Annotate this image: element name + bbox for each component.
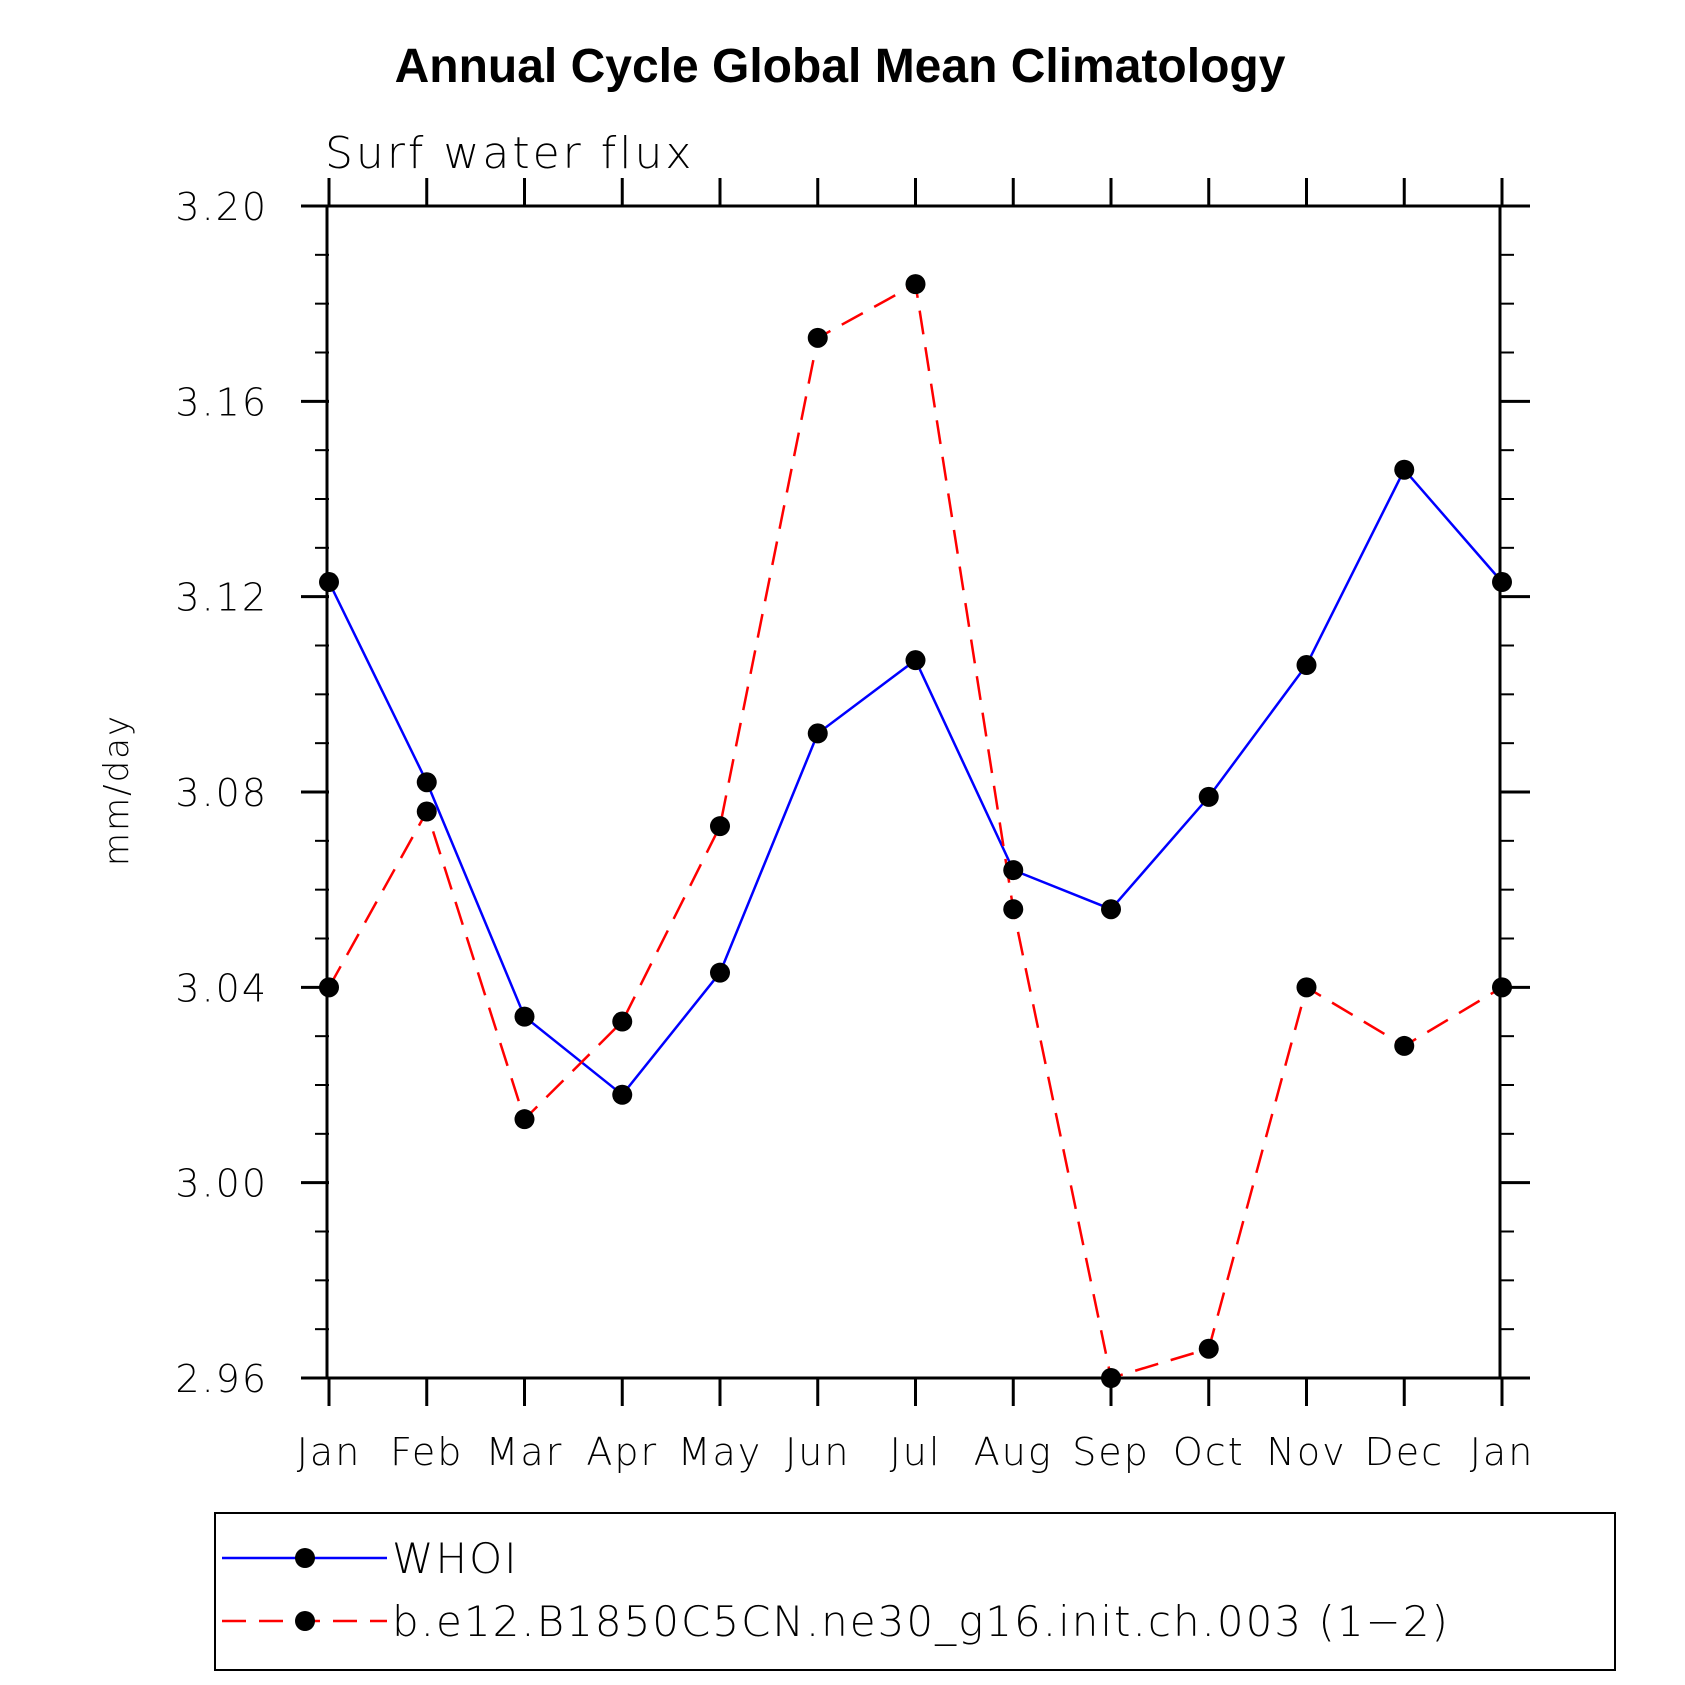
y-tick-label: 3.20 xyxy=(175,185,268,229)
x-tick-label: Oct xyxy=(1173,1430,1245,1474)
legend-entries: WHOI b.e12.B1850C5CN.ne30_g16.init.ch.003… xyxy=(222,1534,1450,1646)
data-point xyxy=(807,723,828,744)
data-point xyxy=(905,274,926,295)
data-point xyxy=(514,1006,535,1027)
legend-marker xyxy=(295,1548,315,1568)
x-tick-label: Jul xyxy=(890,1430,942,1474)
x-tick-label: May xyxy=(678,1430,763,1474)
chart-title: Annual Cycle Global Mean Climatology xyxy=(395,40,1286,93)
series-points xyxy=(319,274,1512,1388)
data-point xyxy=(1198,1338,1219,1359)
data-point xyxy=(1394,1035,1415,1056)
y-axis-label: mm/day xyxy=(97,714,137,866)
data-point xyxy=(1296,977,1317,998)
minor-ticks xyxy=(315,205,1514,1379)
data-point xyxy=(807,327,828,348)
data-point xyxy=(514,1109,535,1130)
y-tick-label: 3.12 xyxy=(175,576,268,620)
series-line-2 xyxy=(327,282,1503,1380)
legend-label: WHOI xyxy=(392,1534,519,1583)
y-tick-label: 2.96 xyxy=(175,1357,268,1401)
data-point xyxy=(1492,977,1512,998)
data-point xyxy=(905,650,926,671)
legend-marker xyxy=(295,1611,315,1631)
major-ticks xyxy=(301,178,1530,1406)
data-point xyxy=(319,572,339,593)
chart-subtitle: Surf water flux xyxy=(325,128,694,179)
data-point xyxy=(416,772,437,793)
series-line-1 xyxy=(327,467,1503,1097)
x-tick-label: Sep xyxy=(1072,1430,1150,1474)
y-tick-label: 3.08 xyxy=(175,771,268,815)
data-point xyxy=(612,1084,633,1105)
legend: WHOI b.e12.B1850C5CN.ne30_g16.init.ch.003… xyxy=(214,1512,1616,1671)
data-point xyxy=(710,816,730,837)
legend-box xyxy=(214,1512,1616,1671)
x-tick-label: Jan xyxy=(1470,1430,1535,1474)
y-tick-label: 3.00 xyxy=(175,1162,268,1206)
x-tick-labels: Jan Feb Mar Apr May Jun Jul Aug Sep Oct Nov Dec Jan xyxy=(297,1430,1535,1474)
data-point xyxy=(1003,899,1024,920)
y-tick-label: 3.16 xyxy=(175,380,268,424)
data-point xyxy=(319,977,339,998)
data-point xyxy=(416,801,437,822)
x-tick-label: Feb xyxy=(390,1430,463,1474)
series-lines xyxy=(327,282,1503,1380)
plot-frame xyxy=(325,204,1502,1380)
data-point xyxy=(612,1011,633,1032)
y-tick-labels: 2.96 3.00 3.04 3.08 3.12 3.16 3.20 xyxy=(175,185,268,1401)
x-tick-label: Aug xyxy=(974,1430,1053,1474)
legend-label: b.e12.B1850C5CN.ne30_g16.init.ch.003 (1−… xyxy=(392,1597,1450,1646)
data-point xyxy=(1296,655,1317,676)
x-tick-label: Jun xyxy=(785,1430,850,1474)
data-point xyxy=(1492,572,1512,593)
data-point xyxy=(1198,786,1219,807)
x-tick-label: Jan xyxy=(297,1430,362,1474)
data-point xyxy=(1394,459,1415,480)
x-tick-label: Apr xyxy=(586,1430,658,1474)
data-point xyxy=(1003,860,1024,881)
x-tick-label: Dec xyxy=(1364,1430,1444,1474)
x-tick-label: Nov xyxy=(1266,1430,1346,1474)
data-point xyxy=(710,962,730,983)
data-point xyxy=(1101,899,1121,920)
y-tick-label: 3.04 xyxy=(175,966,268,1010)
x-tick-label: Mar xyxy=(486,1430,564,1474)
